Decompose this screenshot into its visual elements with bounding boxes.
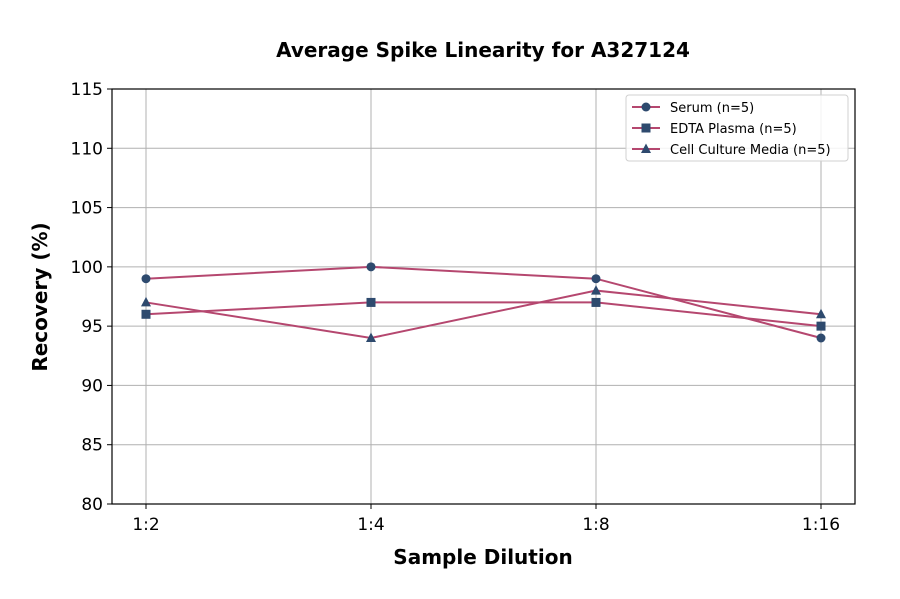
data-point	[816, 308, 826, 319]
chart-title: Average Spike Linearity for A327124	[276, 38, 690, 62]
series-line	[145, 301, 822, 328]
data-point	[141, 296, 151, 307]
series-2	[141, 285, 826, 342]
series-1	[141, 297, 826, 331]
y-tick-label: 85	[81, 436, 103, 456]
data-point	[141, 309, 151, 319]
ticks: 80 85 90 95 100 105 110 115 1:2 1:4 1:8 1:16	[71, 80, 841, 535]
data-point	[141, 274, 151, 284]
legend-label: EDTA Plasma (n=5)	[670, 122, 797, 137]
series-line	[145, 289, 822, 340]
legend-marker	[641, 143, 651, 153]
legend-box	[625, 94, 849, 162]
y-tick-label: 80	[81, 495, 103, 515]
y-tick-label: 90	[81, 376, 103, 396]
x-tick-label: 1:2	[132, 515, 159, 535]
legend-marker	[641, 102, 651, 112]
series-0	[141, 262, 826, 343]
y-tick-label: 95	[81, 317, 103, 337]
data-point	[366, 332, 376, 342]
y-axis-label: Recovery (%)	[28, 222, 52, 371]
data-point	[366, 262, 376, 272]
x-axis-label: Sample Dilution	[393, 545, 572, 569]
data-point	[591, 297, 601, 307]
data-point	[591, 274, 601, 284]
y-tick-label: 100	[71, 258, 103, 278]
data-point	[816, 333, 826, 343]
data-point	[591, 285, 601, 295]
x-tick-label: 1:4	[357, 515, 384, 535]
legend: Serum (n=5) EDTA Plasma (n=5) Cell Culture…	[625, 94, 849, 162]
y-tick-label: 115	[71, 80, 103, 100]
y-tick-label: 105	[71, 199, 103, 219]
plot-frame	[111, 88, 856, 505]
legend-label: Serum (n=5)	[670, 101, 754, 116]
series	[141, 262, 826, 343]
x-tick-label: 1:16	[802, 515, 840, 535]
y-tick-label: 110	[71, 139, 103, 159]
x-tick-label: 1:8	[582, 515, 609, 535]
legend-marker	[641, 123, 651, 133]
series-line	[145, 265, 822, 339]
legend-label: Cell Culture Media (n=5)	[670, 143, 831, 158]
data-point	[366, 297, 376, 307]
data-point	[816, 321, 826, 331]
